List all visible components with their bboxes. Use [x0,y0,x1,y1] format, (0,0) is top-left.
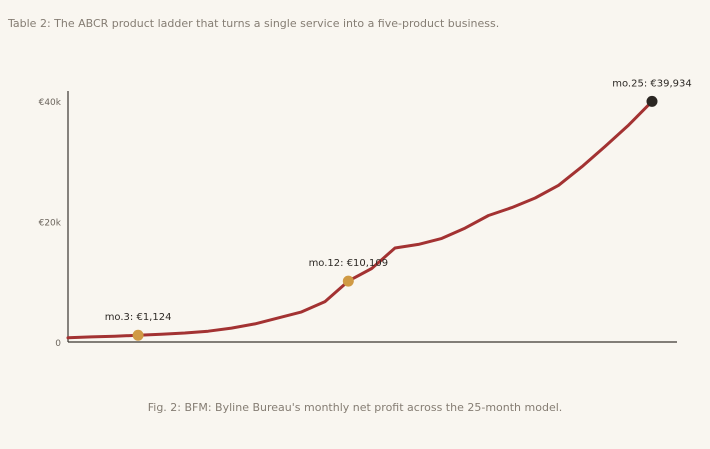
y-tick-label: €40k [39,98,62,108]
figure-caption: Fig. 2: BFM: Byline Bureau's monthly net… [147,401,563,414]
y-tick-labels: 0 €20k €40k [39,98,62,349]
y-tick-label: 0 [55,339,61,349]
annotation-label: mo.12: €10,109 [309,258,389,269]
y-tick-label: €20k [39,219,62,229]
annotation-label: mo.3: €1,124 [105,312,172,323]
annotation-marker [342,275,354,287]
annotation-marker [646,95,658,107]
chart-series [66,99,654,340]
annotation-label: mo.25: €39,934 [612,78,692,89]
series-line [66,99,654,340]
table-caption: Table 2: The ABCR product ladder that tu… [8,17,500,30]
annotation-markers [132,95,658,341]
annotation-marker [132,329,144,341]
annotation-labels: mo.3: €1,124 mo.12: €10,109 mo.25: €39,934 [105,78,692,323]
chart-axes [67,91,677,343]
